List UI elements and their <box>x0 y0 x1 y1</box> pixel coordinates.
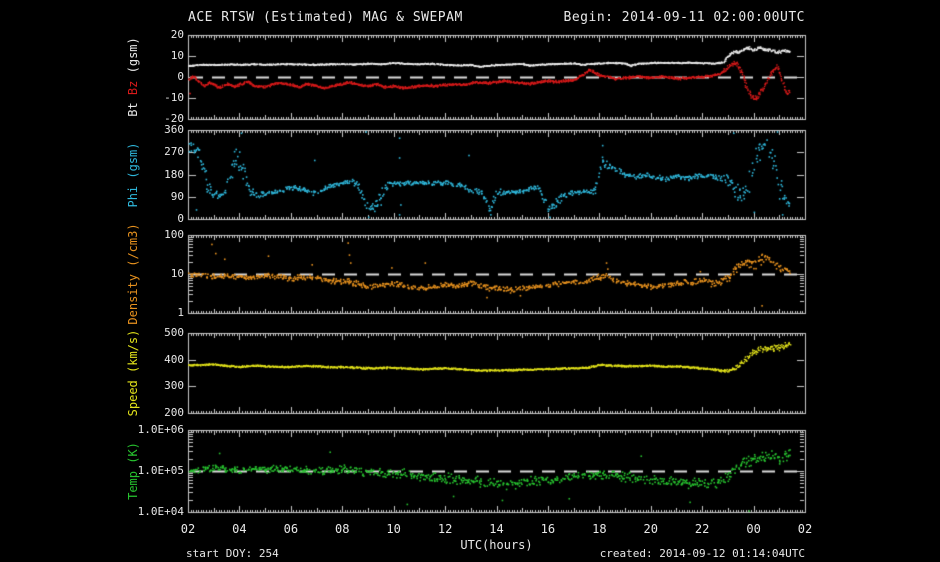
x-tick-label: 16 <box>540 522 556 536</box>
y-tick-label-temp: 1.0E+05 <box>137 464 184 477</box>
x-tick-label: 08 <box>335 522 350 536</box>
y-tick-label-temp: 1.0E+06 <box>137 423 184 436</box>
x-tick-label: 12 <box>437 522 453 536</box>
y-tick-label-mag-bt-bz: 20 <box>170 28 184 41</box>
y-tick-label-mag-bt-bz: -20 <box>164 112 184 125</box>
y-tick-label-density: 100 <box>164 228 184 241</box>
x-tick-label: 10 <box>386 522 401 536</box>
x-tick-label: 00 <box>746 522 761 536</box>
x-tick-label: 22 <box>694 522 710 536</box>
y-tick-label-phi: 180 <box>164 167 184 181</box>
x-tick-label: 02 <box>797 522 813 536</box>
created-timestamp: created: 2014-09-12 01:14:04UTC <box>599 547 805 560</box>
x-tick-label: 02 <box>180 522 196 536</box>
y-tick-label-density: 10 <box>170 267 184 280</box>
x-tick-label: 18 <box>592 522 607 536</box>
y-tick-label-density: 1 <box>177 306 184 319</box>
y-axis-label-part: Speed (km/s) <box>126 329 140 417</box>
y-tick-label-temp: 1.0E+04 <box>137 505 184 518</box>
y-tick-label-mag-bt-bz: 10 <box>170 49 184 62</box>
y-tick-label-phi: 360 <box>164 123 184 136</box>
x-tick-label: 14 <box>489 522 504 536</box>
y-tick-label-phi: 270 <box>164 145 184 159</box>
x-tick-label: 06 <box>283 522 299 536</box>
start-doy-label: start DOY: 254 <box>186 547 279 560</box>
x-tick-label: 20 <box>643 522 658 536</box>
y-tick-label-speed: 400 <box>164 352 184 366</box>
y-tick-label-speed: 300 <box>164 379 184 393</box>
y-tick-label-mag-bt-bz: -10 <box>164 91 184 104</box>
y-axis-label-speed: Speed (km/s) <box>126 330 140 417</box>
x-tick-label: 04 <box>232 522 247 536</box>
y-tick-label-mag-bt-bz: 0 <box>177 70 184 83</box>
y-tick-label-speed: 500 <box>164 326 184 339</box>
y-tick-label-phi: 90 <box>170 189 184 203</box>
y-tick-label-speed: 200 <box>164 406 184 419</box>
y-tick-label-phi: 0 <box>177 212 184 225</box>
x-axis-title: UTC(hours) <box>460 538 533 552</box>
